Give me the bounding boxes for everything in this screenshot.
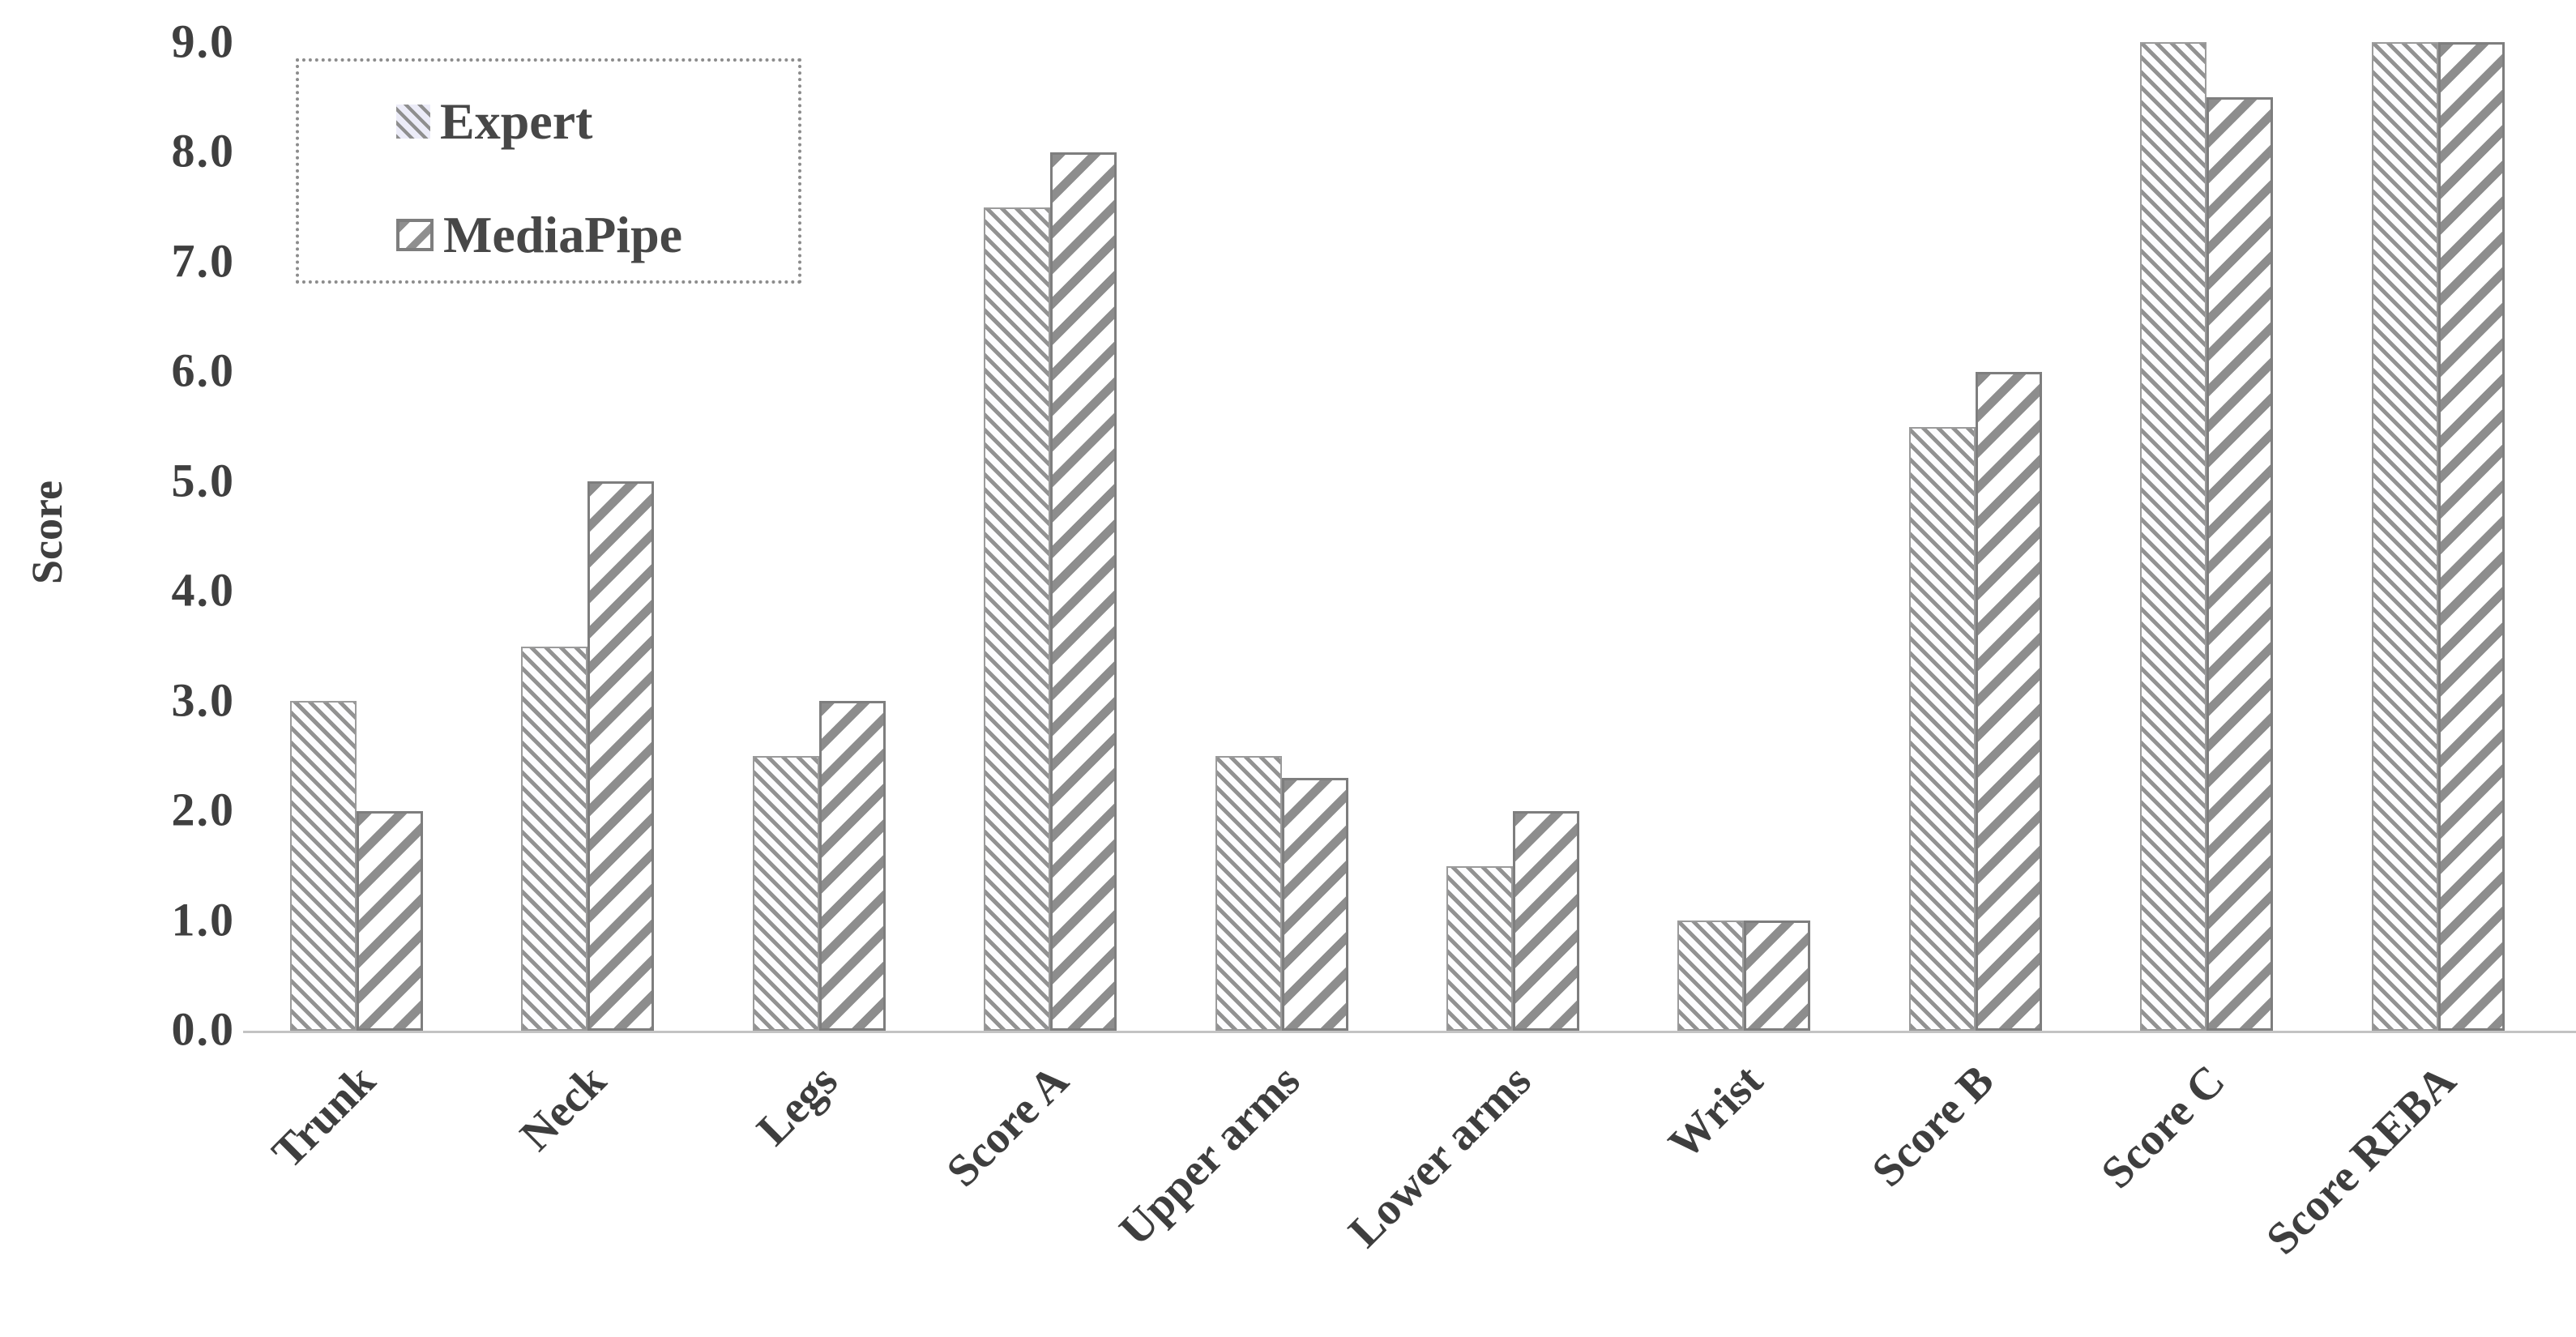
x-label-text-legs: Legs	[747, 1055, 848, 1155]
legend-label-expert: Expert	[440, 92, 593, 150]
y-tick-label-7.0: 7.0	[171, 233, 235, 287]
bar-mediapipe-lower-arms	[1513, 811, 1579, 1031]
y-axis-title-text: Score	[23, 481, 71, 584]
bar-mediapipe-score-a	[1050, 152, 1117, 1031]
y-tick-label-9.0: 9.0	[171, 14, 235, 67]
y-tick-label-1.0: 1.0	[171, 892, 235, 946]
bar-mediapipe-legs	[818, 701, 886, 1031]
bar-expert-score-b	[1908, 427, 1976, 1031]
y-tick-label-0.0: 0.0	[171, 1002, 235, 1056]
legend: Expert MediaPipe	[296, 58, 801, 284]
y-tick-label-6.0: 6.0	[171, 344, 235, 397]
bar-expert-trunk	[290, 701, 357, 1031]
x-label-text-neck: Neck	[511, 1055, 616, 1161]
bar-expert-score-reba	[2371, 42, 2438, 1031]
x-label-text-trunk: Trunk	[262, 1055, 385, 1178]
bar-mediapipe-upper-arms	[1281, 778, 1348, 1031]
x-label-text-wrist: Wrist	[1659, 1055, 1772, 1169]
x-label-text-score-b: Score B	[1862, 1055, 2004, 1197]
x-label-text-score-a: Score A	[937, 1055, 1079, 1197]
bar-mediapipe-neck	[587, 481, 655, 1031]
expert-hatch-swatch-icon	[396, 105, 430, 139]
y-tick-label-5.0: 5.0	[171, 453, 235, 506]
y-tick-label-2.0: 2.0	[171, 783, 235, 836]
x-label-text-score-c: Score C	[2091, 1055, 2235, 1198]
bar-expert-upper-arms	[1215, 756, 1282, 1031]
x-label-text-score-reba: Score REBA	[2257, 1055, 2467, 1265]
bar-mediapipe-score-reba	[2437, 42, 2505, 1031]
bar-expert-legs	[752, 756, 819, 1031]
x-label-text-upper-arms: Upper arms	[1109, 1055, 1310, 1256]
legend-entry-mediapipe: MediaPipe	[396, 209, 682, 261]
bar-mediapipe-trunk	[357, 811, 423, 1031]
bar-expert-score-c	[2140, 42, 2207, 1031]
bar-expert-neck	[521, 647, 588, 1031]
x-label-text-lower-arms: Lower arms	[1339, 1055, 1541, 1258]
bar-mediapipe-score-b	[1975, 372, 2042, 1031]
mediapipe-hatch-swatch-icon	[396, 219, 434, 251]
bar-expert-wrist	[1677, 921, 1745, 1031]
bar-expert-score-a	[984, 207, 1051, 1031]
bar-expert-lower-arms	[1446, 866, 1513, 1031]
y-tick-label-8.0: 8.0	[171, 124, 235, 177]
bar-mediapipe-wrist	[1744, 921, 1811, 1031]
x-axis-line	[243, 1031, 2576, 1033]
bar-mediapipe-score-c	[2206, 97, 2274, 1031]
y-tick-label-3.0: 3.0	[171, 673, 235, 726]
legend-label-mediapipe: MediaPipe	[443, 206, 683, 263]
legend-entry-expert: Expert	[396, 96, 592, 147]
y-tick-label-4.0: 4.0	[171, 563, 235, 617]
